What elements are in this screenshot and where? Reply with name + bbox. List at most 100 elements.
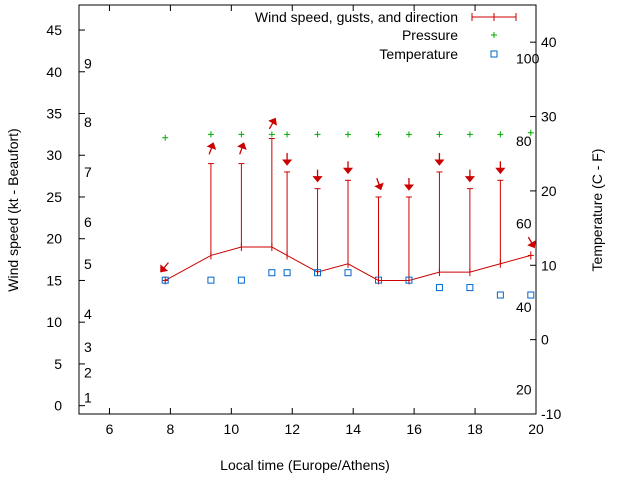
beaufort-label: 3 <box>84 339 92 355</box>
y-right-tick-label: 30 <box>541 109 557 125</box>
x-tick-label: 16 <box>406 421 422 437</box>
pressure-point <box>497 131 504 138</box>
y-axis-left-label: Wind speed (kt - Beaufort) <box>5 128 21 291</box>
wind-direction-arrow <box>403 177 414 191</box>
beaufort-label: 4 <box>84 306 92 322</box>
wind-direction-head <box>206 142 217 150</box>
temperature-point <box>283 269 291 277</box>
temperature-point <box>268 269 276 277</box>
temperature-point <box>314 269 322 277</box>
legend-label-pressure: Pressure <box>402 27 458 43</box>
wind-direction-arrow <box>282 152 293 166</box>
wind-direction-arrow <box>527 236 536 249</box>
x-tick-label: 20 <box>528 421 544 437</box>
pressure-point <box>375 131 382 138</box>
beaufort-label: 6 <box>84 214 92 230</box>
wind-direction-head <box>160 264 169 273</box>
legend-label-wind: Wind speed, gusts, and direction <box>255 9 458 25</box>
temperature-point <box>237 276 245 284</box>
wind-direction-arrow <box>268 117 277 130</box>
x-tick-label: 18 <box>467 421 483 437</box>
pressure-point <box>162 134 169 141</box>
fahrenheit-label: 60 <box>516 216 532 232</box>
wind-direction-arrow <box>464 169 475 183</box>
pressure-point <box>238 131 245 138</box>
temperature-point <box>527 291 535 299</box>
legend-sample-temperature <box>490 50 498 58</box>
wind-direction-head <box>403 184 414 191</box>
y-right-tick-label: -10 <box>541 406 561 422</box>
wind-direction-arrow <box>160 262 169 273</box>
fahrenheit-label: 20 <box>516 381 532 397</box>
beaufort-label: 7 <box>84 164 92 180</box>
wind-direction-arrow <box>206 142 217 155</box>
pressure-point <box>268 131 275 138</box>
beaufort-label: 9 <box>84 55 92 71</box>
pressure-point <box>466 131 473 138</box>
y-left-tick-label: 40 <box>46 64 62 80</box>
x-axis-label: Local time (Europe/Athens) <box>220 457 390 473</box>
beaufort-label: 2 <box>84 364 92 380</box>
wind-direction-head <box>527 240 536 249</box>
fahrenheit-label: 100 <box>516 51 540 67</box>
wind-direction-arrow <box>434 152 445 166</box>
pressure-point <box>314 131 321 138</box>
temperature-point <box>405 276 413 284</box>
temperature-point <box>435 284 443 292</box>
pressure-point <box>405 131 412 138</box>
wind-direction-arrow <box>312 169 323 183</box>
x-tick-label: 8 <box>167 421 175 437</box>
wind-direction-arrow <box>495 161 506 175</box>
wind-direction-head <box>495 167 506 175</box>
plot-frame <box>78 4 537 415</box>
y-axis-right-label: Temperature (C - F) <box>589 149 605 272</box>
wind-direction-arrow <box>342 161 354 175</box>
y-right-tick-label: 40 <box>541 34 557 50</box>
y-left-tick-label: 10 <box>46 314 62 330</box>
wind-direction-head <box>434 159 445 166</box>
pressure-point <box>207 131 214 138</box>
x-tick-label: 10 <box>224 421 240 437</box>
x-tick-label: 6 <box>106 421 114 437</box>
y-left-tick-label: 5 <box>54 356 62 372</box>
y-right-tick-label: 10 <box>541 257 557 273</box>
temperature-point <box>207 276 215 284</box>
y-left-tick-label: 20 <box>46 231 62 247</box>
wind-direction-head <box>342 167 354 175</box>
pressure-point <box>345 131 352 138</box>
temperature-point <box>496 291 504 299</box>
legend-label-temperature: Temperature <box>379 46 458 62</box>
temperature-point <box>344 269 352 277</box>
pressure-point <box>436 131 443 138</box>
wind-direction-head <box>268 117 277 126</box>
y-left-tick-label: 15 <box>46 272 62 288</box>
y-left-tick-label: 25 <box>46 189 62 205</box>
pressure-point <box>284 131 291 138</box>
legend-sample-pressure <box>491 32 497 38</box>
y-left-tick-label: 30 <box>46 147 62 163</box>
wind-direction-head <box>237 142 247 150</box>
beaufort-label: 5 <box>84 256 92 272</box>
wind-direction-head <box>282 159 293 166</box>
beaufort-label: 8 <box>84 114 92 130</box>
beaufort-label: 1 <box>84 389 92 405</box>
temperature-point <box>466 284 474 292</box>
temperature-point <box>374 276 382 284</box>
wind-direction-arrow <box>374 178 384 191</box>
temperature-point <box>161 276 169 284</box>
y-left-tick-label: 35 <box>46 106 62 122</box>
x-tick-label: 12 <box>284 421 300 437</box>
wind-direction-arrow <box>237 142 247 155</box>
fahrenheit-label: 40 <box>516 299 532 315</box>
y-right-tick-label: 20 <box>541 183 557 199</box>
y-left-tick-label: 0 <box>54 398 62 414</box>
x-tick-label: 14 <box>345 421 361 437</box>
wind-direction-head <box>464 176 475 183</box>
y-left-tick-label: 45 <box>46 22 62 38</box>
fahrenheit-label: 80 <box>516 133 532 149</box>
pressure-point <box>527 129 534 136</box>
wind-direction-head <box>374 182 384 191</box>
wind-direction-head <box>312 176 323 183</box>
